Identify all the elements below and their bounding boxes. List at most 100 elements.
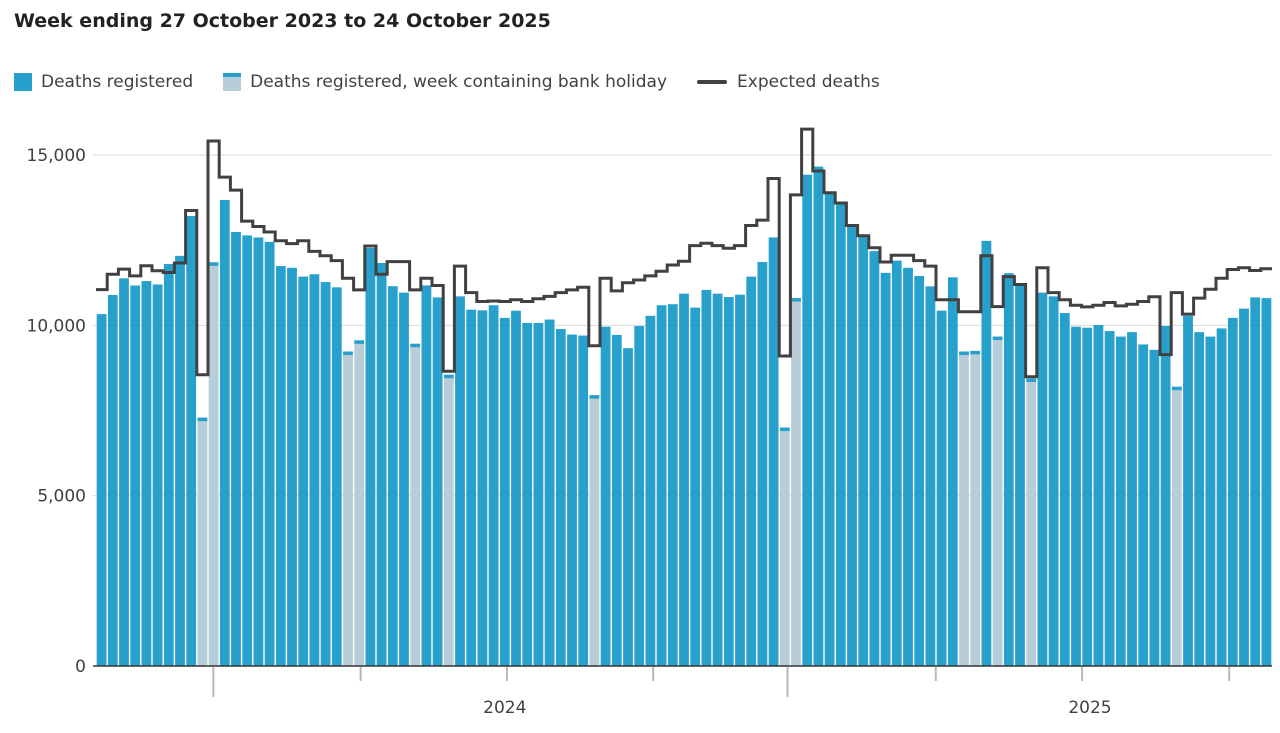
bar-week-66[interactable] bbox=[835, 202, 846, 666]
bar-week-73[interactable] bbox=[914, 275, 925, 666]
bar-week-4[interactable] bbox=[141, 281, 152, 666]
bar-week-16[interactable] bbox=[275, 266, 286, 666]
bar-week-48[interactable] bbox=[634, 326, 645, 666]
bar-week-38[interactable] bbox=[522, 322, 533, 666]
bar-bank-holiday-week-22[interactable] bbox=[343, 351, 353, 666]
bar-week-8[interactable] bbox=[186, 215, 197, 666]
bar-bank-holiday-week-62[interactable] bbox=[791, 298, 801, 666]
bar-week-45[interactable] bbox=[600, 326, 611, 666]
bar-week-71[interactable] bbox=[891, 260, 902, 666]
bar-week-27[interactable] bbox=[399, 292, 409, 666]
bar-week-87[interactable] bbox=[1071, 326, 1081, 666]
bar-week-18[interactable] bbox=[298, 276, 309, 666]
bar-bank-holiday-week-96[interactable] bbox=[1171, 386, 1182, 666]
bar-week-7[interactable] bbox=[175, 255, 185, 666]
bar-week-29[interactable] bbox=[421, 285, 432, 666]
bar-week-68[interactable] bbox=[858, 236, 869, 666]
bar-week-34[interactable] bbox=[477, 310, 488, 666]
bar-week-5[interactable] bbox=[152, 284, 163, 666]
bar-week-67[interactable] bbox=[847, 225, 857, 666]
bar-week-25[interactable] bbox=[376, 262, 387, 666]
bar-week-54[interactable] bbox=[701, 289, 712, 666]
bar-week-56[interactable] bbox=[723, 297, 734, 666]
bar-week-17[interactable] bbox=[287, 267, 297, 666]
bar-week-85[interactable] bbox=[1048, 296, 1059, 666]
bar-bank-holiday-week-61[interactable] bbox=[779, 427, 790, 666]
bar-week-39[interactable] bbox=[533, 322, 544, 666]
bar-week-13[interactable] bbox=[242, 235, 253, 666]
bar-week-101[interactable] bbox=[1227, 317, 1238, 666]
bar-week-91[interactable] bbox=[1115, 336, 1126, 666]
bar-week-32[interactable] bbox=[455, 296, 465, 666]
bar-week-33[interactable] bbox=[466, 309, 477, 666]
bar-week-36[interactable] bbox=[499, 317, 510, 666]
bar-week-49[interactable] bbox=[645, 315, 656, 666]
bar-week-12[interactable] bbox=[231, 231, 241, 666]
bar-week-63[interactable] bbox=[802, 174, 813, 666]
bar-week-11[interactable] bbox=[219, 199, 230, 666]
bar-week-20[interactable] bbox=[320, 282, 331, 666]
bar-week-99[interactable] bbox=[1205, 336, 1216, 666]
bar-week-81[interactable] bbox=[1003, 273, 1014, 666]
bar-week-47[interactable] bbox=[623, 348, 633, 666]
bar-week-65[interactable] bbox=[824, 192, 835, 666]
bar-week-24[interactable] bbox=[365, 248, 376, 666]
bar-bank-holiday-week-78[interactable] bbox=[970, 350, 981, 666]
bar-week-84[interactable] bbox=[1037, 292, 1048, 666]
bar-week-15[interactable] bbox=[264, 241, 275, 666]
bar-bank-holiday-week-77[interactable] bbox=[959, 351, 969, 666]
bar-week-53[interactable] bbox=[690, 307, 701, 666]
bar-week-79[interactable] bbox=[981, 240, 992, 666]
bar-bank-holiday-week-44[interactable] bbox=[589, 395, 600, 666]
bar-week-6[interactable] bbox=[163, 264, 174, 666]
bar-week-58[interactable] bbox=[746, 276, 757, 666]
bar-week-90[interactable] bbox=[1104, 331, 1115, 666]
bar-week-92[interactable] bbox=[1127, 332, 1137, 666]
bar-week-72[interactable] bbox=[903, 267, 913, 666]
bar-week-46[interactable] bbox=[611, 334, 622, 666]
bar-week-104[interactable] bbox=[1261, 298, 1272, 666]
bar-week-89[interactable] bbox=[1093, 324, 1104, 666]
bar-week-70[interactable] bbox=[880, 272, 891, 666]
bar-week-2[interactable] bbox=[119, 278, 129, 666]
bar-week-74[interactable] bbox=[925, 286, 936, 666]
bar-week-37[interactable] bbox=[511, 310, 521, 666]
bar-bank-holiday-week-23[interactable] bbox=[354, 340, 365, 666]
bar-week-41[interactable] bbox=[555, 329, 566, 666]
bar-bank-holiday-week-31[interactable] bbox=[443, 374, 454, 666]
bar-week-86[interactable] bbox=[1059, 313, 1070, 666]
bar-week-57[interactable] bbox=[735, 294, 745, 666]
bar-week-103[interactable] bbox=[1250, 297, 1261, 666]
bar-bank-holiday-week-28[interactable] bbox=[410, 343, 421, 666]
bar-week-0[interactable] bbox=[96, 314, 107, 666]
bar-week-21[interactable] bbox=[331, 287, 342, 666]
bar-week-19[interactable] bbox=[309, 274, 320, 666]
bar-bank-holiday-week-10[interactable] bbox=[208, 262, 219, 666]
bar-week-97[interactable] bbox=[1183, 315, 1193, 666]
bar-bank-holiday-week-9[interactable] bbox=[197, 417, 208, 666]
bar-week-102[interactable] bbox=[1239, 308, 1249, 666]
bar-week-51[interactable] bbox=[667, 304, 678, 666]
bar-week-75[interactable] bbox=[936, 310, 947, 666]
bar-week-3[interactable] bbox=[130, 285, 141, 666]
bar-week-1[interactable] bbox=[107, 295, 118, 666]
bar-bank-holiday-week-80[interactable] bbox=[992, 336, 1003, 666]
bar-week-35[interactable] bbox=[488, 305, 499, 666]
bar-week-55[interactable] bbox=[712, 293, 723, 666]
bar-week-59[interactable] bbox=[757, 261, 768, 666]
bar-week-100[interactable] bbox=[1216, 328, 1227, 666]
bar-week-82[interactable] bbox=[1015, 284, 1025, 666]
bar-week-69[interactable] bbox=[869, 251, 880, 666]
bar-bank-holiday-week-83[interactable] bbox=[1026, 378, 1037, 666]
bar-week-88[interactable] bbox=[1082, 327, 1093, 666]
bar-week-64[interactable] bbox=[813, 166, 824, 666]
bar-week-43[interactable] bbox=[578, 335, 589, 666]
bar-week-60[interactable] bbox=[768, 237, 779, 666]
bar-week-93[interactable] bbox=[1138, 344, 1149, 666]
bar-week-42[interactable] bbox=[567, 334, 577, 666]
bar-week-40[interactable] bbox=[544, 319, 555, 666]
bar-week-98[interactable] bbox=[1194, 332, 1205, 666]
bar-week-94[interactable] bbox=[1149, 349, 1160, 666]
bar-week-76[interactable] bbox=[947, 277, 958, 666]
bar-week-52[interactable] bbox=[679, 293, 689, 666]
